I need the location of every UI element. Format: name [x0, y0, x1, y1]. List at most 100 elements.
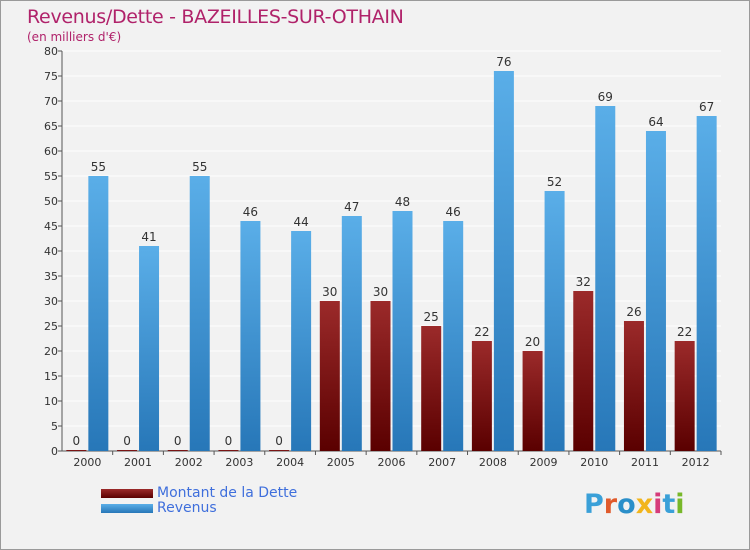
- data-label-revenus: 69: [598, 90, 613, 104]
- y-tick-label: 45: [44, 220, 58, 233]
- logo-letter: r: [603, 489, 618, 520]
- y-tick-label: 55: [44, 170, 58, 183]
- grid-lines: [62, 50, 721, 452]
- data-labels: 0 55 0 41 0 55 0 46 0 44 30 47 30 48 25 46 22 76 20 52 32 69 2…: [73, 55, 715, 448]
- data-label-dette: 30: [373, 285, 388, 299]
- bar-dette: [319, 301, 340, 451]
- data-label-revenus: 46: [243, 205, 258, 219]
- data-label-dette: 30: [322, 285, 337, 299]
- x-tick-label: 2009: [530, 456, 558, 469]
- y-tick-label: 65: [44, 120, 58, 133]
- y-tick-label: 15: [44, 370, 58, 383]
- bar-dette: [218, 450, 239, 451]
- bar-revenus: [493, 71, 514, 451]
- x-tick-label: 2007: [428, 456, 456, 469]
- data-label-dette: 0: [275, 434, 283, 448]
- bar-dette: [522, 351, 543, 451]
- bar-revenus: [139, 246, 160, 451]
- legend-swatch-dette: [101, 489, 153, 498]
- data-label-dette: 22: [677, 325, 692, 339]
- data-label-revenus: 55: [91, 160, 106, 174]
- x-tick-label: 2006: [378, 456, 406, 469]
- data-label-revenus: 46: [446, 205, 461, 219]
- bar-dette: [66, 450, 87, 451]
- data-label-dette: 0: [225, 434, 233, 448]
- logo-letter: t: [662, 489, 676, 520]
- bar-revenus: [443, 221, 464, 451]
- data-label-revenus: 44: [293, 215, 308, 229]
- y-tick-label: 75: [44, 70, 58, 83]
- data-label-revenus: 55: [192, 160, 207, 174]
- logo-letter: o: [617, 489, 636, 520]
- bar-dette: [573, 291, 594, 451]
- bar-revenus: [392, 211, 413, 451]
- bar-revenus: [544, 191, 565, 451]
- y-tick-label: 60: [44, 145, 58, 158]
- bars: [66, 71, 717, 451]
- data-label-revenus: 67: [699, 100, 714, 114]
- legend-label-dette: Montant de la Dette: [157, 485, 298, 501]
- y-tick-label: 25: [44, 320, 58, 333]
- bar-revenus: [88, 176, 109, 451]
- y-tick-label: 10: [44, 395, 58, 408]
- y-tick-label: 35: [44, 270, 58, 283]
- x-tick-label: 2000: [73, 456, 101, 469]
- bar-dette: [674, 341, 695, 451]
- data-label-dette: 25: [424, 310, 439, 324]
- bar-revenus: [645, 131, 666, 451]
- axes: 0 5 10 15 20 25 30 35 40 45 50 55 60 65 70 75 80 2000 2001…: [44, 45, 722, 469]
- x-tick-label: 2008: [479, 456, 507, 469]
- y-tick-label: 30: [44, 295, 58, 308]
- y-tick-label: 50: [44, 195, 58, 208]
- bar-revenus: [240, 221, 261, 451]
- data-label-revenus: 48: [395, 195, 410, 209]
- legend-swatch-revenus: [101, 504, 153, 513]
- data-label-dette: 0: [123, 434, 131, 448]
- logo-letter: i: [675, 489, 685, 520]
- bar-dette: [269, 450, 290, 451]
- data-label-revenus: 52: [547, 175, 562, 189]
- data-label-dette: 0: [73, 434, 81, 448]
- x-tick-label: 2010: [580, 456, 608, 469]
- x-tick-label: 2001: [124, 456, 152, 469]
- x-tick-label: 2004: [276, 456, 304, 469]
- bar-dette: [167, 450, 188, 451]
- bar-dette: [471, 341, 492, 451]
- y-tick-label: 0: [51, 445, 58, 458]
- data-label-revenus: 64: [648, 115, 663, 129]
- logo-letter: x: [635, 489, 654, 520]
- bar-revenus: [595, 106, 616, 451]
- data-label-dette: 32: [576, 275, 591, 289]
- legend-label-revenus: Revenus: [157, 500, 217, 516]
- x-tick-label: 2011: [631, 456, 659, 469]
- chart-title: Revenus/Dette - BAZEILLES-SUR-OTHAIN: [27, 6, 404, 28]
- bar-dette: [421, 326, 442, 451]
- y-tick-label: 80: [44, 45, 58, 58]
- y-tick-label: 5: [51, 420, 58, 433]
- bar-dette: [117, 450, 138, 451]
- data-label-dette: 22: [474, 325, 489, 339]
- chart-subtitle: (en milliers d'€): [27, 30, 122, 44]
- y-tick-label: 20: [44, 345, 58, 358]
- data-label-dette: 0: [174, 434, 182, 448]
- y-tick-label: 40: [44, 245, 58, 258]
- bar-revenus: [291, 231, 312, 451]
- x-tick-label: 2002: [175, 456, 203, 469]
- bar-dette: [623, 321, 644, 451]
- bar-revenus: [189, 176, 210, 451]
- x-tick-label: 2012: [682, 456, 710, 469]
- proxiti-logo: Proxiti: [584, 489, 685, 520]
- x-tick-label: 2005: [327, 456, 355, 469]
- logo-letter: P: [584, 489, 604, 520]
- x-tick-label: 2003: [225, 456, 253, 469]
- logo-letter: i: [653, 489, 663, 520]
- bar-revenus: [341, 216, 362, 451]
- bar-dette: [370, 301, 391, 451]
- data-label-revenus: 41: [141, 230, 156, 244]
- y-tick-label: 70: [44, 95, 58, 108]
- data-label-revenus: 47: [344, 200, 359, 214]
- data-label-dette: 26: [626, 305, 641, 319]
- bar-revenus: [696, 116, 717, 451]
